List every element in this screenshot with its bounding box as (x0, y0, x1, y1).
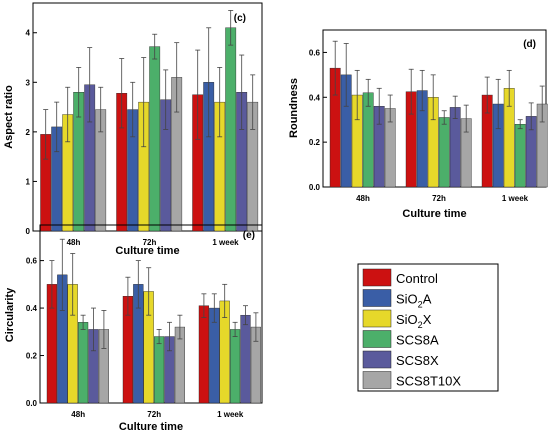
y-tick-label: 1 (26, 177, 31, 186)
y-axis-title: Circularity (4, 287, 16, 342)
bar-scs8x (240, 314, 251, 404)
bar-scs8a (438, 117, 450, 188)
roundness-panel: (d) Roundness Culture time 0.00.20.40.6 … (288, 29, 548, 220)
y-tick-label: 0.0 (309, 183, 321, 192)
y-ticks: 0.0 0.2 0.4 0.6 (309, 48, 327, 192)
legend-swatch (362, 268, 392, 287)
x-tick-label: 1 week (502, 194, 529, 203)
legend-label: Control (396, 271, 438, 286)
x-tick-label: 72h (432, 194, 446, 203)
y-tick-label: 0 (26, 227, 31, 236)
y-tick-label: 0.2 (26, 352, 38, 361)
x-ticks: 48h 72h 1 week (356, 194, 529, 203)
legend-label-suffix: A (423, 292, 432, 307)
bar-scs8a (514, 123, 526, 188)
legend-swatch (362, 350, 392, 369)
y-ticks: 0.0 0.2 0.4 0.6 (26, 257, 44, 408)
y-tick-label: 4 (26, 29, 31, 38)
x-axis-title: Culture time (115, 245, 179, 257)
aspect-ratio-panel: (c) Aspect ratio Culture time 0 1 2 3 4 48h 7… (3, 2, 263, 257)
legend-label-main: SiO (396, 292, 418, 307)
bar-scs8a (77, 322, 89, 404)
y-tick-label: 0.6 (26, 257, 38, 266)
y-tick-label: 0.0 (26, 399, 38, 408)
x-tick-label: 72h (147, 410, 161, 419)
bar-scs8x (449, 107, 461, 188)
x-ticks: 48h 72h 1 week (67, 238, 240, 247)
y-tick-label: 0.4 (26, 304, 38, 313)
bar-scs8a (229, 329, 241, 404)
y-axis-title: Roundness (288, 78, 300, 138)
x-tick-label: 72h (143, 238, 157, 247)
legend-label: SiO2A (396, 292, 432, 310)
x-tick-label: 48h (67, 238, 81, 247)
legend-swatch (362, 330, 392, 348)
legend-label-main: SCS8X (396, 353, 439, 368)
legend-label-suffix: X (423, 312, 432, 327)
x-axis-title: Culture time (402, 208, 466, 220)
legend-label: SCS8T10X (396, 374, 461, 389)
bar-scs8a (225, 27, 237, 232)
legend-label-subscript: 2 (418, 300, 423, 310)
legend-label-subscript: 2 (418, 320, 423, 330)
x-tick-label: 48h (71, 410, 85, 419)
legend-label-main: SCS8A (396, 333, 439, 348)
legend-label: SCS8X (396, 353, 439, 368)
bar-scs8a (362, 92, 374, 188)
x-tick-label: 1 week (212, 238, 239, 247)
legend-label-main: SCS8T10X (396, 374, 461, 389)
y-tick-label: 0.2 (309, 138, 321, 147)
legend-swatch (362, 289, 392, 307)
x-tick-label: 1 week (217, 410, 244, 419)
y-tick-label: 0.4 (309, 93, 321, 102)
bar-scs8a (153, 336, 165, 404)
circularity-panel: (e) Circularity Culture time 0.00.20.40.… (4, 224, 263, 433)
panel-letter: (e) (243, 230, 255, 241)
x-ticks: 48h 72h 1 week (71, 410, 244, 419)
legend-swatch (362, 371, 392, 389)
y-axis-title: Aspect ratio (3, 85, 15, 149)
legend-label-main: SiO (396, 312, 418, 327)
y-tick-label: 3 (26, 78, 31, 87)
legend-label-main: Control (396, 271, 438, 286)
y-tick-label: 0.6 (309, 48, 321, 57)
panel-letter: (d) (523, 39, 536, 50)
legend-label: SCS8A (396, 333, 439, 348)
y-ticks: 0 1 2 3 4 (26, 29, 37, 236)
bar-scs8a (149, 46, 161, 232)
bar-group (40, 10, 259, 232)
legend-swatch (362, 309, 392, 328)
x-tick-label: 48h (356, 194, 370, 203)
panel-letter: (c) (234, 13, 246, 24)
x-axis-title: Culture time (119, 421, 183, 433)
legend-label: SiO2X (396, 312, 432, 330)
y-tick-label: 2 (26, 128, 31, 137)
bar-group (46, 238, 262, 404)
bar-group (329, 40, 548, 188)
bar-control (198, 305, 210, 404)
